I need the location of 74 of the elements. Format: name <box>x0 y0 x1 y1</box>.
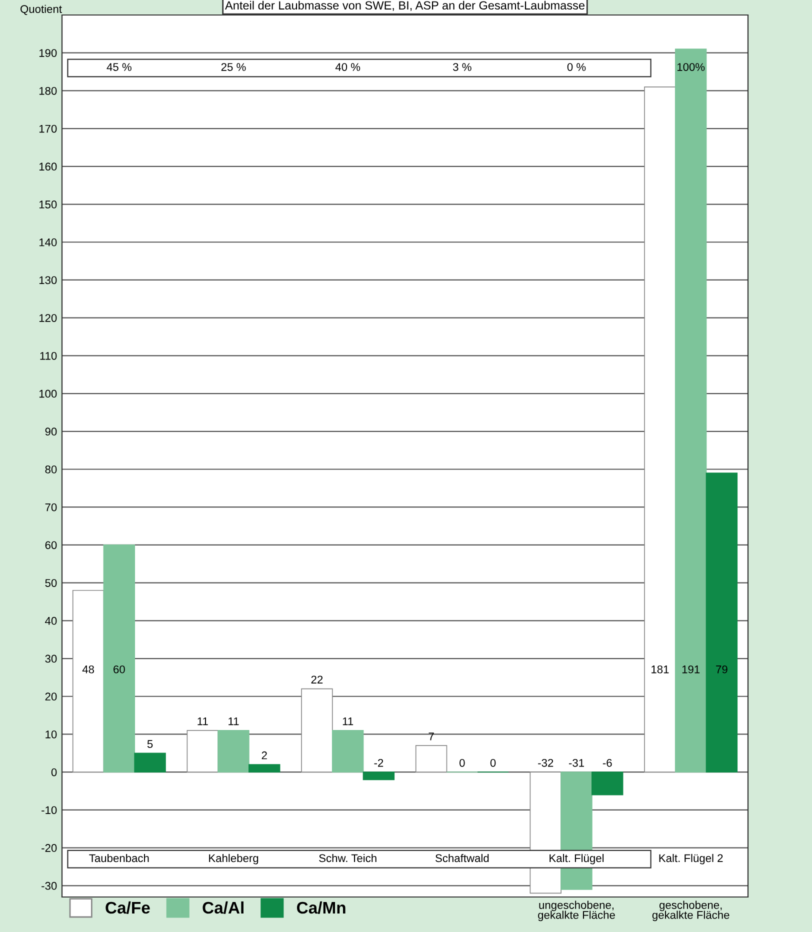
data-label: 0 <box>460 758 465 767</box>
y-tick-label: 150 <box>39 200 57 208</box>
annotation: 100% <box>677 63 705 71</box>
y-tick-label: 0 <box>51 768 57 776</box>
annotation: 25 % <box>221 63 246 71</box>
y-tick-label: 140 <box>39 238 57 246</box>
x-tick-label: Kahleberg <box>209 854 258 864</box>
bar <box>332 730 364 772</box>
bar <box>248 764 280 772</box>
y-tick-label: 70 <box>45 503 57 512</box>
legend-label: Ca/Fe <box>106 901 150 914</box>
y-tick-label: 30 <box>45 654 57 663</box>
legend-label: Ca/Al <box>202 901 244 914</box>
data-label: 22 <box>311 676 323 684</box>
y-tick-label: -10 <box>42 806 57 814</box>
x-tick-label: Kalt. Flügel <box>550 854 604 864</box>
chart-title: Anteil der Laubmasse von SWE, BI, ASP an der Gesamt-Laubmasse <box>225 0 585 11</box>
annotation: 3 % <box>453 63 472 71</box>
y-tick-label: 80 <box>45 466 57 474</box>
y-tick-label: 180 <box>39 86 57 95</box>
bar <box>72 590 104 772</box>
annotation: 40 % <box>335 63 360 71</box>
data-label: 0 <box>490 758 496 767</box>
annotation: 45 % <box>106 63 132 71</box>
y-tick-label: 100 <box>39 390 57 398</box>
text: ungeschobene, gekalkte Fläche <box>538 900 615 922</box>
data-label: 79 <box>716 665 728 674</box>
data-label: 2 <box>262 751 267 760</box>
y-axis-title: Quotient <box>20 4 62 15</box>
bar <box>706 472 738 772</box>
y-tick-label: 170 <box>39 124 57 133</box>
data-label: -31 <box>568 758 584 767</box>
data-label: 7 <box>428 732 434 740</box>
y-tick-label: -20 <box>42 844 57 852</box>
data-label: -6 <box>602 758 612 767</box>
bar <box>218 730 250 772</box>
data-label: 191 <box>682 665 700 674</box>
legend-label: Ca/Mn <box>297 901 346 914</box>
y-tick-label: 90 <box>45 428 57 436</box>
y-tick-label: 60 <box>45 541 57 550</box>
data-label: 48 <box>82 665 94 674</box>
bar <box>362 772 395 780</box>
data-label: 60 <box>114 665 125 674</box>
x-tick-label: Taubenbach <box>89 854 149 862</box>
data-label: 11 <box>198 717 208 726</box>
x-tick-label: Schw. Teich <box>319 854 376 862</box>
y-tick-label: -30 <box>42 882 57 890</box>
annotation: 0 % <box>567 63 586 71</box>
bar <box>592 772 624 796</box>
y-tick-label: 50 <box>45 579 57 587</box>
bar <box>415 745 448 772</box>
y-tick-label: 110 <box>40 352 57 360</box>
data-label: -2 <box>374 758 384 767</box>
data-label: 181 <box>652 665 669 674</box>
bar <box>301 688 333 772</box>
y-tick-label: 120 <box>39 314 57 322</box>
y-tick-label: 190 <box>39 49 57 57</box>
data-label: -32 <box>538 758 554 767</box>
text: geschobene, gekalkte Fläche <box>652 900 730 922</box>
bar <box>134 752 166 772</box>
bar <box>674 48 707 772</box>
y-tick-label: 40 <box>45 616 57 625</box>
bar <box>186 730 218 772</box>
x-tick-label: Kalt. Flügel 2 <box>659 854 723 864</box>
y-tick-label: 160 <box>39 162 57 171</box>
data-label: 5 <box>147 740 153 748</box>
y-tick-label: 20 <box>45 692 57 701</box>
y-tick-label: 130 <box>39 276 57 284</box>
x-tick-label: Schaftwald <box>435 854 489 862</box>
data-label: 11 <box>342 717 354 726</box>
data-label: 11 <box>228 717 239 726</box>
y-tick-label: 10 <box>46 730 57 738</box>
bar <box>644 86 676 772</box>
bar <box>103 544 136 772</box>
